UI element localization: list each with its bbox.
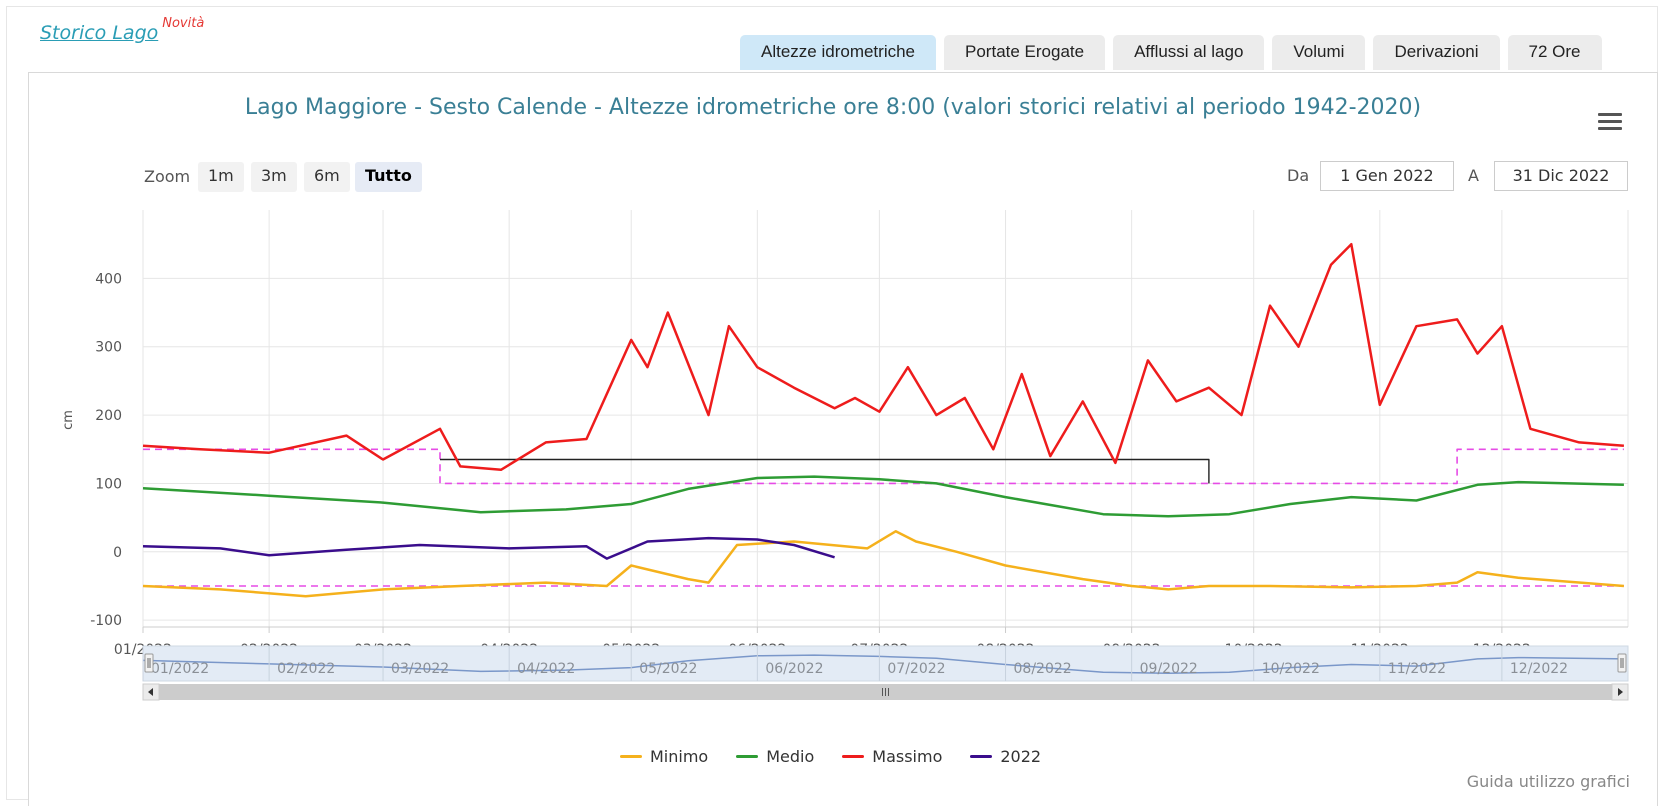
navigator-tick-label: 04/2022 <box>517 661 575 677</box>
legend-swatch-medio <box>736 755 759 758</box>
y-tick-label: 100 <box>95 476 122 492</box>
legend-item-minimo[interactable]: Minimo <box>620 747 708 766</box>
y-tick-label: 300 <box>95 340 122 356</box>
legend-swatch-minimo <box>620 755 642 758</box>
navigator-tick-label: 11/2022 <box>1388 661 1446 677</box>
legend-item-massimo[interactable]: Massimo <box>842 747 942 766</box>
y-axis-label: cm <box>61 410 76 430</box>
tab-afflussi-al-lago[interactable]: Afflussi al lago <box>1113 35 1265 70</box>
plot-area <box>143 210 1628 627</box>
scroll-left-icon <box>148 688 153 696</box>
threshold-line-upper <box>143 448 1624 485</box>
series-line-minimo <box>142 530 1624 598</box>
legend-swatch-2022 <box>970 755 993 758</box>
tab-72-ore[interactable]: 72 Ore <box>1507 35 1602 70</box>
brand: Storico Lago Novità <box>40 16 204 44</box>
legend-item-2022[interactable]: 2022 <box>970 747 1041 766</box>
navigator-area <box>142 645 1629 682</box>
navigator-tick-label: 12/2022 <box>1510 661 1568 677</box>
series-line-2022 <box>142 536 835 560</box>
legend-swatch-massimo <box>842 755 865 758</box>
navigator-tick-label: 05/2022 <box>639 661 697 677</box>
tab-derivazioni[interactable]: Derivazioni <box>1373 35 1500 70</box>
navigator-tick-label: 10/2022 <box>1262 661 1320 677</box>
legend-label-minimo: Minimo <box>650 747 709 766</box>
zoom-1m-button[interactable]: 1m <box>198 162 244 192</box>
tab-altezze-idrometriche[interactable]: Altezze idrometriche <box>740 35 937 70</box>
navigator-tick-label: 03/2022 <box>391 661 449 677</box>
navigator-tick-label: 06/2022 <box>765 661 823 677</box>
zoom-6m-button[interactable]: 6m <box>304 162 350 192</box>
tab-portate-erogate[interactable]: Portate Erogate <box>944 35 1106 70</box>
storico-lago-link[interactable]: Storico Lago <box>40 22 159 44</box>
series-line-massimo <box>142 242 1624 472</box>
chart-legend: Minimo Medio Massimo 2022 <box>620 747 1041 766</box>
navigator-tick-label: 01/2022 <box>151 661 209 677</box>
y-tick-label: 400 <box>95 271 122 287</box>
series-line-medio <box>142 475 1624 518</box>
guida-link[interactable]: Guida utilizzo grafici <box>1466 772 1630 791</box>
range-from-input[interactable]: 1 Gen 2022 <box>1320 161 1454 191</box>
legend-label-medio: Medio <box>766 747 815 766</box>
range-from-label: Da <box>1287 166 1310 185</box>
y-tick-label: -100 <box>90 613 122 629</box>
navigator-left-handle[interactable] <box>144 653 154 673</box>
range-to-label: A <box>1468 166 1479 185</box>
navigator-tick-label: 07/2022 <box>887 661 945 677</box>
y-tick-label: 200 <box>95 408 122 424</box>
hamburger-menu-icon[interactable] <box>1598 113 1622 133</box>
chart-title: Lago Maggiore - Sesto Calende - Altezze … <box>244 95 1422 120</box>
navigator-right-handle[interactable] <box>1617 653 1627 673</box>
navigator-tick-label: 09/2022 <box>1140 661 1198 677</box>
y-tick-label: 0 <box>113 545 122 561</box>
tab-bar: Altezze idrometriche Portate Erogate Aff… <box>740 35 1602 70</box>
zoom-3m-button[interactable]: 3m <box>251 162 297 192</box>
navigator-tick-label: 08/2022 <box>1014 661 1072 677</box>
zoom-tutto-button[interactable]: Tutto <box>355 162 422 192</box>
legend-label-2022: 2022 <box>1000 747 1042 766</box>
navigator-tick-label: 02/2022 <box>277 661 335 677</box>
tab-volumi[interactable]: Volumi <box>1272 35 1366 70</box>
scroll-right-icon <box>1618 688 1623 696</box>
reference-line <box>440 458 1210 484</box>
legend-label-massimo: Massimo <box>872 747 943 766</box>
zoom-label: Zoom <box>144 167 191 186</box>
legend-item-medio[interactable]: Medio <box>736 747 814 766</box>
range-to-input[interactable]: 31 Dic 2022 <box>1494 161 1628 191</box>
novita-badge: Novità <box>162 16 205 31</box>
